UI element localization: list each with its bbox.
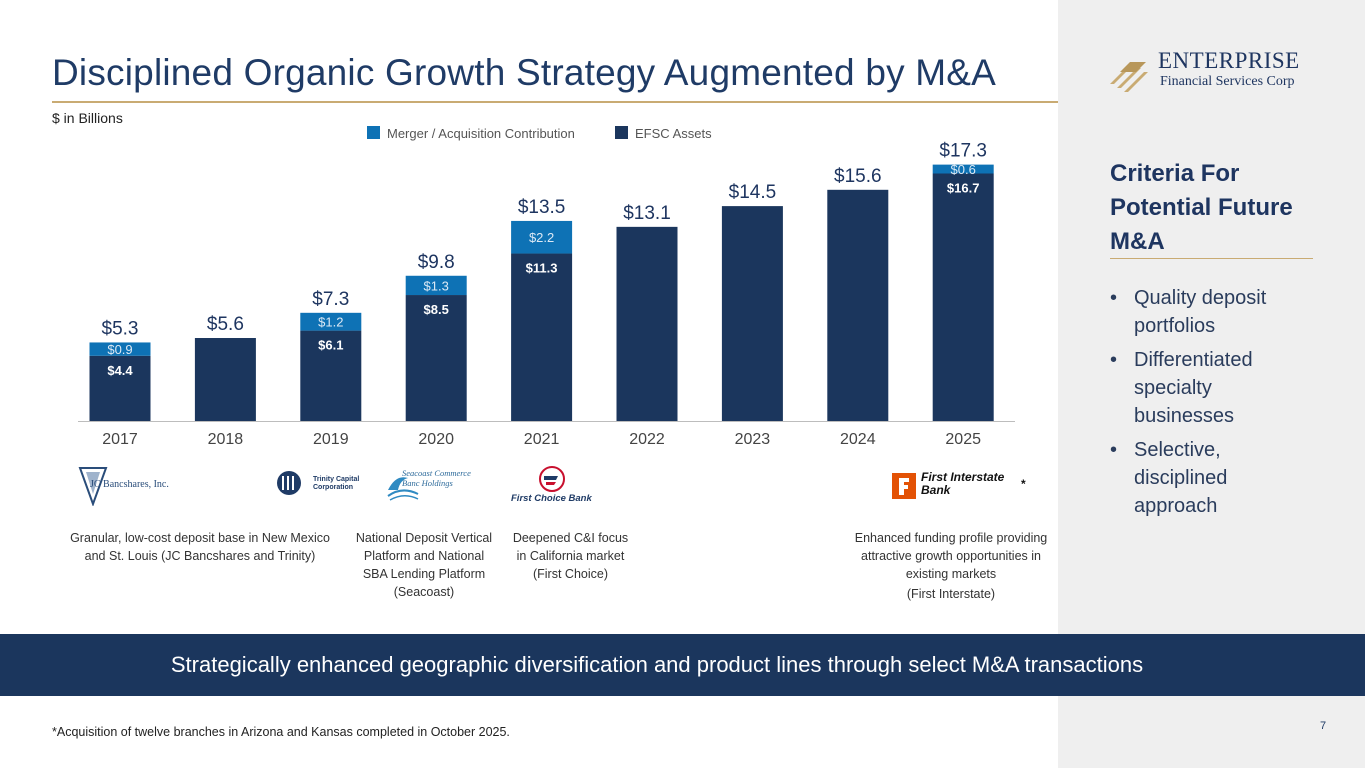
seacoast-name: Seacoast Commerce Banc Holdings	[402, 468, 471, 488]
merger-value-label: $0.6	[951, 162, 976, 177]
enterprise-logo: ENTERPRISE Financial Services Corp	[1106, 46, 1321, 96]
title-divider	[52, 101, 1058, 103]
bar-efsc-assets	[827, 189, 889, 421]
x-tick-label: 2023	[735, 431, 771, 448]
bar-efsc-assets	[300, 330, 362, 421]
seacoast-logo: Seacoast Commerce Banc Holdings	[386, 468, 486, 504]
first-interstate-logo: First Interstate Bank *	[890, 471, 1030, 503]
acquisition-caption: National Deposit Vertical Platform and N…	[355, 531, 493, 599]
trinity-capital-name: Trinity Capital Corporation	[313, 476, 360, 491]
criteria-item-text: Quality deposit portfolios	[1134, 287, 1267, 337]
total-value-label: $13.5	[518, 197, 566, 218]
efsc-value-label: $4.4	[107, 363, 133, 378]
merger-value-label: $1.3	[424, 278, 449, 293]
criteria-item: • Quality deposit portfolios	[1110, 284, 1310, 340]
seacoast-wave-icon	[387, 477, 419, 501]
total-value-label: $7.3	[312, 289, 349, 310]
first-choice-mark-icon	[539, 466, 565, 492]
first-choice-name: First Choice Bank	[511, 493, 592, 504]
x-tick-label: 2025	[945, 431, 981, 448]
merger-value-label: $1.2	[318, 315, 343, 330]
logo-tagline: Financial Services Corp	[1160, 74, 1295, 89]
bar-merger-contribution	[300, 312, 362, 331]
page-title: Disciplined Organic Growth Strategy Augm…	[52, 52, 997, 93]
jc-bancshares-logo: JC Bancshares, Inc.	[78, 466, 173, 506]
total-value-label: $5.3	[102, 318, 139, 339]
page-number: 7	[1320, 720, 1327, 732]
acquisition-caption: Deepened C&I focus in California market …	[512, 531, 629, 581]
footnote-marker: *	[1021, 477, 1026, 491]
bar-efsc-assets	[405, 295, 467, 421]
efsc-value-label: $11.3	[526, 261, 558, 276]
x-tick-label: 2019	[313, 431, 349, 448]
efsc-value-label: $6.1	[318, 338, 343, 353]
x-tick-label: 2021	[524, 431, 560, 448]
trinity-mark-icon	[277, 471, 301, 495]
merger-value-label: $0.9	[107, 342, 132, 357]
bar-efsc-assets	[721, 206, 783, 421]
x-tick-label: 2020	[418, 431, 454, 448]
criteria-title: Criteria For Potential Future M&A	[1110, 160, 1293, 255]
banner-text: Strategically enhanced geographic divers…	[170, 652, 1144, 677]
bullet-icon: •	[1110, 349, 1118, 371]
bar-merger-contribution	[89, 342, 151, 356]
first-interstate-mark-icon	[892, 473, 916, 499]
summary-banner: Strategically enhanced geographic divers…	[0, 634, 1365, 696]
total-value-label: $13.1	[623, 203, 671, 224]
total-value-label: $15.6	[834, 166, 882, 187]
logo-name: ENTERPRISE	[1158, 48, 1300, 73]
acquisition-caption: Enhanced funding profile providing attra…	[854, 531, 1048, 581]
criteria-item-text: Differentiated specialty businesses	[1134, 349, 1253, 427]
x-tick-label: 2017	[102, 431, 138, 448]
acquisition-caption: Granular, low-cost deposit base in New M…	[70, 531, 330, 563]
bar-merger-contribution	[511, 220, 573, 254]
units-label: $ in Billions	[52, 110, 123, 126]
efsc-value-label: $16.7	[947, 181, 980, 196]
criteria-item-text: Selective, disciplined approach	[1134, 439, 1228, 517]
bar-efsc-assets	[932, 173, 994, 421]
acquisition-caption-extra: (First Interstate)	[906, 587, 996, 601]
assets-chart: Merger / Acquisition Contribution EFSC As…	[78, 126, 1015, 448]
bar-merger-contribution	[405, 275, 467, 296]
first-interstate-name: First Interstate Bank	[921, 470, 1005, 497]
bullet-icon: •	[1110, 287, 1118, 309]
jc-bancshares-name: JC Bancshares, Inc.	[90, 479, 169, 490]
legend-label: Merger / Acquisition Contribution	[387, 126, 575, 141]
x-tick-label: 2024	[840, 431, 876, 448]
bar-merger-contribution	[932, 164, 994, 174]
total-value-label: $17.3	[939, 141, 987, 162]
total-value-label: $9.8	[418, 252, 455, 273]
efsc-value-label: $8.5	[424, 302, 449, 317]
bar-efsc-assets	[616, 226, 678, 421]
enterprise-mark-icon	[1110, 62, 1148, 92]
footnote: *Acquisition of twelve branches in Arizo…	[52, 725, 510, 739]
total-value-label: $14.5	[729, 182, 777, 203]
bullet-icon: •	[1110, 439, 1118, 461]
trinity-capital-logo: Trinity Capital Corporation	[274, 470, 364, 496]
legend-swatch	[615, 126, 628, 139]
x-tick-label: 2022	[629, 431, 665, 448]
jc-bancshares-mark-icon	[78, 467, 108, 506]
bar-efsc-assets	[194, 338, 256, 421]
total-value-label: $5.6	[207, 314, 244, 335]
legend-label: EFSC Assets	[635, 126, 712, 141]
bar-efsc-assets	[89, 355, 151, 421]
criteria-item: • Selective, disciplined approach	[1110, 436, 1310, 520]
legend-swatch	[367, 126, 380, 139]
x-tick-label: 2018	[208, 431, 244, 448]
first-choice-logo: First Choice Bank	[511, 466, 601, 506]
merger-value-label: $2.2	[529, 230, 554, 245]
bar-efsc-assets	[511, 253, 573, 421]
criteria-item: • Differentiated specialty businesses	[1110, 346, 1310, 430]
criteria-list: • Quality deposit portfolios • Differentia…	[1110, 284, 1310, 526]
criteria-divider	[1110, 258, 1313, 259]
